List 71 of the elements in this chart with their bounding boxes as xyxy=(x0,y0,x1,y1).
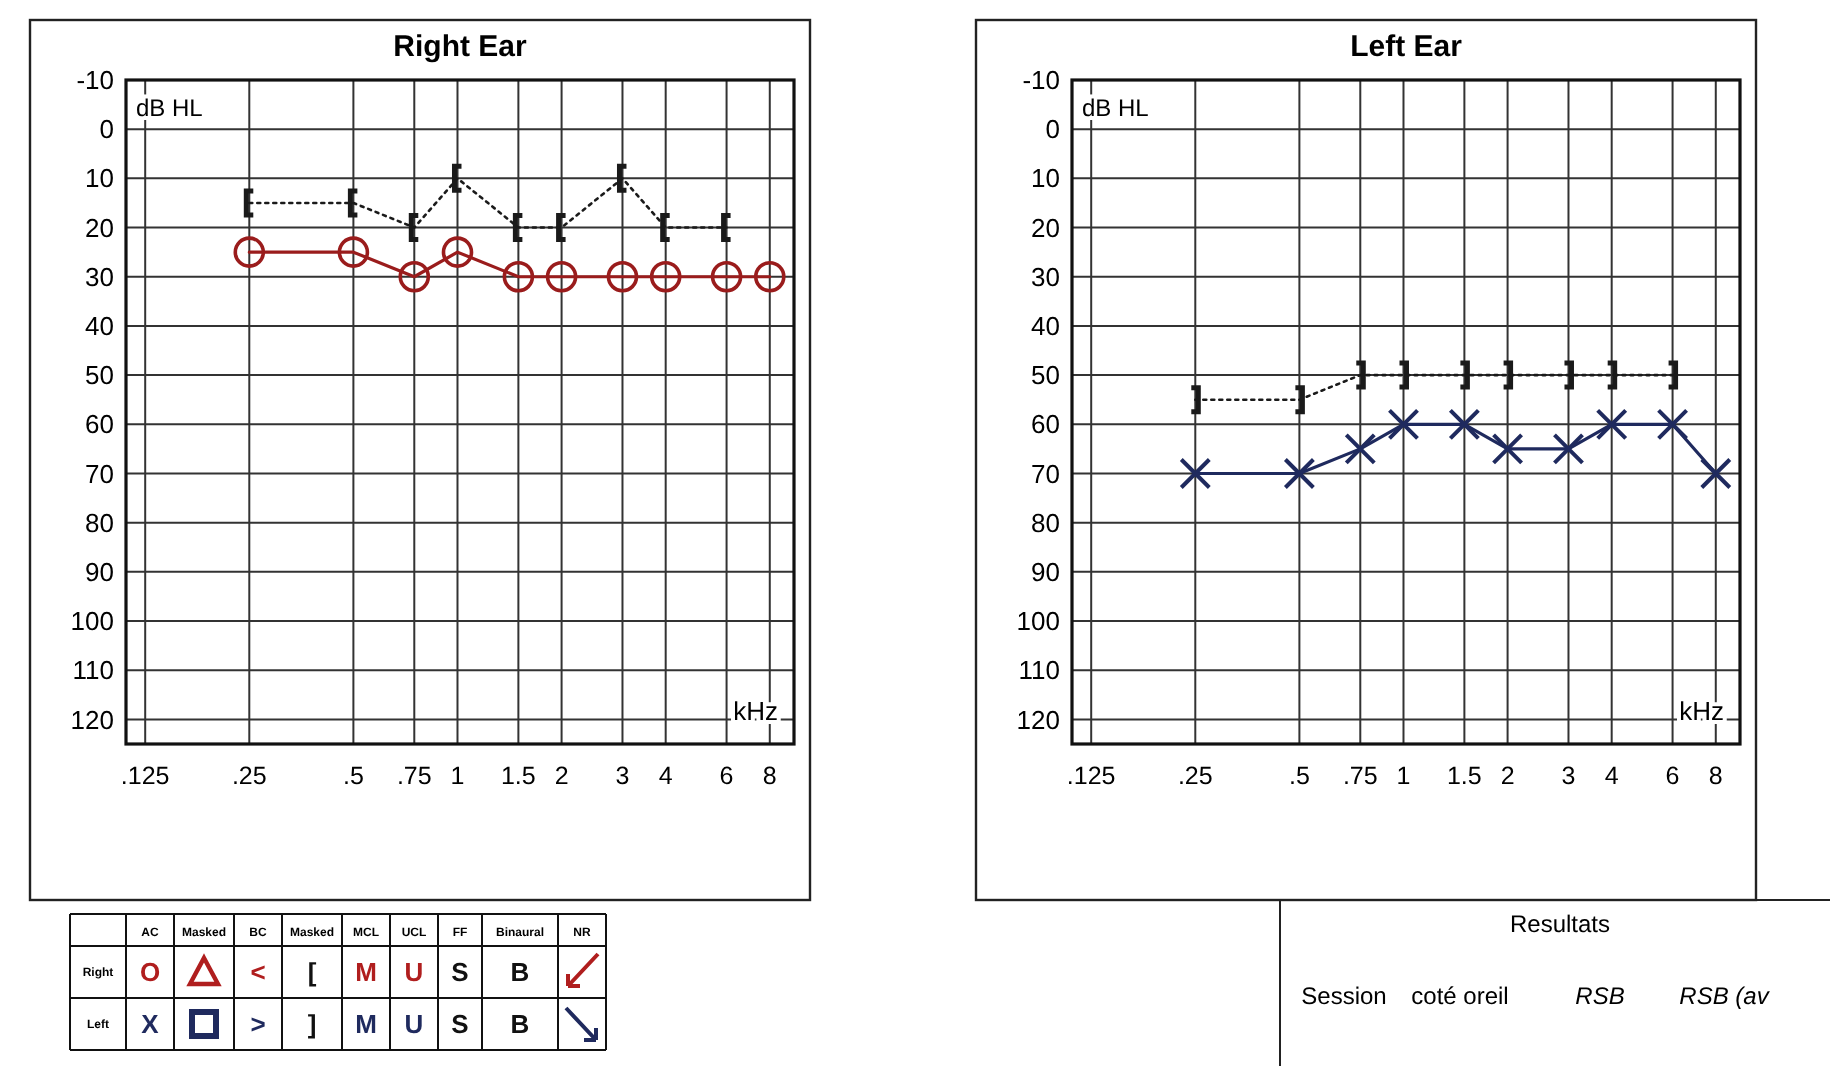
text: X xyxy=(141,1009,160,1040)
y-tick-label: 20 xyxy=(1031,212,1060,243)
y-tick-label: 60 xyxy=(1031,409,1060,440)
text: coté oreil xyxy=(1411,982,1509,1010)
y-tick-label: 120 xyxy=(70,704,114,735)
text: U xyxy=(404,957,424,988)
y-tick-label: 30 xyxy=(1031,261,1060,292)
y-tick-label: -10 xyxy=(76,65,114,96)
y-tick-label: 70 xyxy=(1031,458,1060,489)
y-tick-label: 110 xyxy=(1018,655,1060,686)
text: O xyxy=(139,957,161,988)
x-tick-label: .5 xyxy=(342,762,364,790)
text: RSB xyxy=(1575,982,1625,1010)
x-tick-label: .25 xyxy=(231,762,267,790)
x-tick-label: 3 xyxy=(1561,762,1576,790)
y-tick-label: 100 xyxy=(1016,606,1060,637)
text: RSB (av xyxy=(1679,982,1771,1010)
y-tick-label: 80 xyxy=(1031,507,1060,538)
chart-title: Left Ear xyxy=(1350,30,1463,64)
text: ] xyxy=(307,1009,317,1040)
text: [ xyxy=(307,957,318,988)
text: S xyxy=(451,1009,470,1040)
y-tick-label: -10 xyxy=(1022,65,1060,96)
x-tick-label: 8 xyxy=(1708,762,1723,790)
x-tick-label: 1 xyxy=(1396,762,1411,790)
x-tick-label: 2 xyxy=(554,762,569,790)
y-tick-label: 80 xyxy=(85,507,114,538)
y-tick-label: 10 xyxy=(1031,163,1060,194)
text: U xyxy=(404,1009,424,1040)
y-tick-label: 120 xyxy=(1016,704,1060,735)
x-tick-label: 4 xyxy=(658,762,673,790)
x-tick-label: 2 xyxy=(1500,762,1515,790)
y-tick-label: 70 xyxy=(85,458,114,489)
y-tick-label: 40 xyxy=(85,311,114,342)
x-tick-label: 3 xyxy=(615,762,630,790)
text: M xyxy=(355,1009,377,1040)
x-tick-label: .125 xyxy=(120,762,170,790)
x-tick-label: 1.5 xyxy=(1446,762,1482,790)
y-tick-label: 60 xyxy=(85,409,114,440)
text: M xyxy=(355,957,377,988)
text: < xyxy=(250,957,267,988)
text: S xyxy=(451,957,470,988)
x-tick-label: .5 xyxy=(1288,762,1310,790)
y-tick-label: 40 xyxy=(1031,311,1060,342)
y-tick-label: 50 xyxy=(85,360,114,391)
y-tick-label: 90 xyxy=(1031,556,1060,587)
x-tick-label: .25 xyxy=(1177,762,1213,790)
y-tick-label: 90 xyxy=(85,556,114,587)
x-tick-label: .75 xyxy=(1342,762,1378,790)
y-tick-label: 0 xyxy=(99,114,114,145)
x-tick-label: .125 xyxy=(1066,762,1116,790)
x-tick-label: 6 xyxy=(1665,762,1680,790)
text: B xyxy=(510,957,530,988)
x-tick-label: 6 xyxy=(719,762,734,790)
x-tick-label: 1.5 xyxy=(500,762,536,790)
y-tick-label: 100 xyxy=(70,606,114,637)
y-tick-label: 50 xyxy=(1031,360,1060,391)
text: Session xyxy=(1301,982,1387,1010)
x-tick-label: .75 xyxy=(396,762,432,790)
chart-title: Right Ear xyxy=(393,30,527,64)
text: > xyxy=(250,1009,267,1040)
y-tick-label: 20 xyxy=(85,212,114,243)
x-tick-label: 8 xyxy=(762,762,777,790)
y-tick-label: 30 xyxy=(85,261,114,292)
y-tick-label: 0 xyxy=(1045,114,1060,145)
x-tick-label: 1 xyxy=(450,762,465,790)
y-tick-label: 10 xyxy=(85,163,114,194)
text: Resultats xyxy=(1509,910,1611,938)
text: B xyxy=(510,1009,530,1040)
y-tick-label: 110 xyxy=(72,655,114,686)
x-tick-label: 4 xyxy=(1604,762,1619,790)
